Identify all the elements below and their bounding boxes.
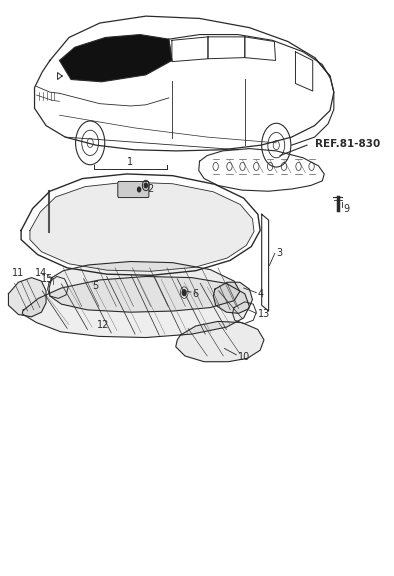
Text: 4: 4	[258, 289, 264, 299]
Text: 3: 3	[276, 248, 282, 259]
Text: 15: 15	[41, 274, 53, 284]
Text: 5: 5	[92, 281, 98, 291]
Text: REF.81-830: REF.81-830	[315, 139, 380, 149]
Polygon shape	[8, 278, 46, 317]
Text: 14: 14	[35, 268, 47, 278]
Polygon shape	[176, 321, 264, 362]
Text: 12: 12	[97, 320, 110, 330]
Text: 2: 2	[147, 184, 154, 194]
Circle shape	[144, 183, 147, 188]
FancyBboxPatch shape	[118, 181, 149, 198]
Text: 9: 9	[344, 203, 350, 214]
Polygon shape	[30, 182, 254, 271]
Polygon shape	[22, 276, 249, 338]
Text: 13: 13	[258, 309, 270, 320]
Text: 6: 6	[193, 289, 199, 299]
Polygon shape	[59, 35, 172, 82]
Polygon shape	[49, 262, 240, 312]
Text: 1: 1	[127, 157, 134, 168]
Text: 11: 11	[12, 268, 24, 278]
Circle shape	[182, 290, 186, 295]
Polygon shape	[213, 282, 253, 313]
Text: 10: 10	[238, 352, 250, 362]
Circle shape	[138, 187, 141, 192]
